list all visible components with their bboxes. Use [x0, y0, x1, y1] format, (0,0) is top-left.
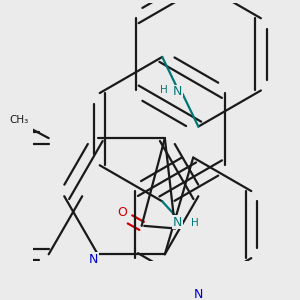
Text: H: H: [190, 218, 198, 228]
Text: H: H: [160, 85, 167, 95]
Text: N: N: [194, 288, 203, 300]
Text: N: N: [173, 85, 182, 98]
Text: N: N: [173, 215, 182, 229]
Text: CH₃: CH₃: [9, 115, 28, 125]
Text: N: N: [89, 253, 99, 266]
Text: O: O: [117, 206, 127, 220]
